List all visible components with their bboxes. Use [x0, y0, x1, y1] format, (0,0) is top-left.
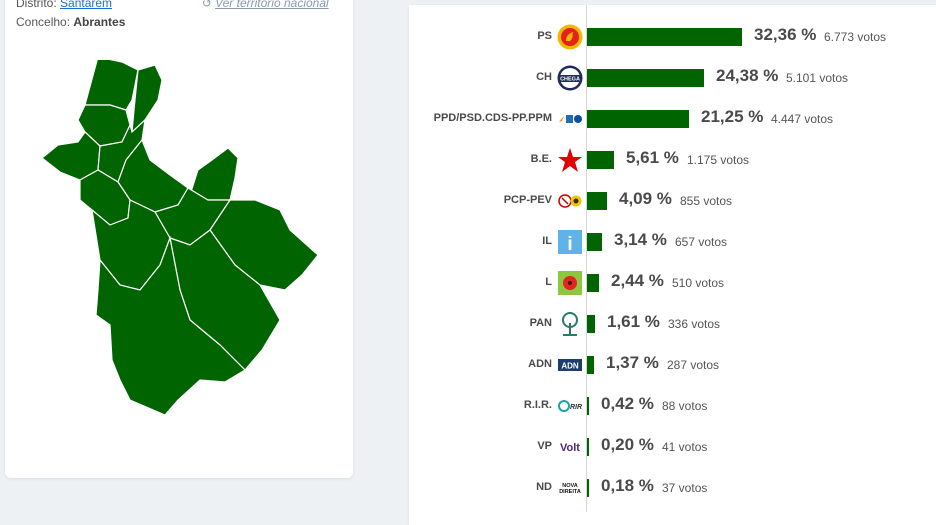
- result-row[interactable]: R.I.R. RIR 0,42 % 88 votos: [410, 391, 936, 421]
- distrito-line: Distrito: Santarém: [16, 0, 112, 10]
- result-row[interactable]: PAN 1,61 % 336 votos: [410, 309, 936, 339]
- svg-text:i: i: [567, 234, 572, 255]
- il-icon: i: [557, 229, 583, 255]
- result-votes: 41 votos: [662, 440, 708, 454]
- undo-arrow-icon: ↺: [202, 0, 213, 10]
- result-votes: 1.175 votos: [687, 153, 750, 167]
- result-row[interactable]: PS 32,36 % 6.773 votos: [410, 22, 936, 52]
- pan-tree-icon: [557, 311, 583, 337]
- result-bar: [587, 28, 742, 46]
- result-bar: [587, 438, 589, 456]
- result-bar: [587, 315, 595, 333]
- nova-direita-icon: NOVA DIREITA: [557, 475, 583, 501]
- concelho-line: Concelho: Abrantes: [16, 15, 125, 29]
- result-percentage: 5,61 %: [626, 148, 679, 167]
- svg-text:RIR: RIR: [570, 404, 582, 411]
- result-votes: 510 votos: [672, 276, 725, 290]
- cdu-hammer-sickle-sunflower-icon: [557, 188, 583, 214]
- result-percentage: 0,18 %: [601, 476, 654, 495]
- result-votes: 5.101 votos: [786, 71, 849, 85]
- svg-text:Volt: Volt: [560, 442, 580, 454]
- be-star-icon: [557, 147, 583, 173]
- result-row[interactable]: B.E. 5,61 % 1.175 votos: [410, 145, 936, 175]
- result-bar: [587, 274, 599, 292]
- result-votes: 336 votos: [668, 317, 721, 331]
- party-name: ND: [536, 481, 552, 493]
- result-row[interactable]: ADN ADN 1,37 % 287 votos: [410, 350, 936, 380]
- livre-poppy-icon: [557, 270, 583, 296]
- result-row[interactable]: IL i 3,14 % 657 votos: [410, 227, 936, 257]
- result-bar: [587, 233, 602, 251]
- party-name: PPD/PSD.CDS-PP.PPM: [433, 112, 552, 124]
- volt-icon: Volt: [557, 434, 583, 460]
- distrito-label: Distrito:: [16, 0, 57, 10]
- result-votes: 657 votos: [675, 235, 728, 249]
- map-parish[interactable]: [41, 131, 101, 181]
- result-bar: [587, 356, 594, 374]
- result-votes: 37 votos: [662, 481, 708, 495]
- result-row[interactable]: PCP-PEV 4,09 % 855 votos: [410, 186, 936, 216]
- result-row[interactable]: PPD/PSD.CDS-PP.PPM 21,25 % 4.447 votos: [410, 104, 936, 134]
- result-votes: 4.447 votos: [771, 112, 834, 126]
- result-bar: [587, 479, 589, 497]
- party-name: ADN: [528, 358, 552, 370]
- result-percentage: 1,61 %: [607, 312, 660, 331]
- party-name: L: [545, 276, 552, 288]
- concelho-label: Concelho:: [16, 15, 71, 29]
- result-percentage: 21,25 %: [701, 107, 764, 126]
- result-bar: [587, 397, 589, 415]
- result-percentage: 2,44 %: [611, 271, 664, 290]
- ad-coalition-icon: [557, 106, 583, 132]
- party-name: IL: [542, 235, 552, 247]
- result-row[interactable]: L 2,44 % 510 votos: [410, 268, 936, 298]
- svg-text:CHEGA: CHEGA: [560, 77, 580, 83]
- rir-icon: RIR: [557, 393, 583, 419]
- result-bar: [587, 151, 614, 169]
- result-votes: 88 votos: [662, 399, 708, 413]
- result-votes: 855 votos: [680, 194, 733, 208]
- svg-text:DIREITA: DIREITA: [559, 489, 581, 495]
- result-votes: 287 votos: [667, 358, 720, 372]
- concelho-value: Abrantes: [73, 15, 126, 29]
- result-votes: 6.773 votos: [824, 30, 887, 44]
- results-card: [409, 5, 936, 525]
- ps-fist-rose-icon: [557, 24, 583, 50]
- result-percentage: 0,42 %: [601, 394, 654, 413]
- result-row[interactable]: VP Volt 0,20 % 41 votos: [410, 432, 936, 462]
- result-percentage: 32,36 %: [754, 25, 817, 44]
- result-bar: [587, 192, 607, 210]
- result-bar: [587, 69, 704, 87]
- party-name: R.I.R.: [523, 399, 552, 411]
- svg-text:ADN: ADN: [561, 362, 579, 371]
- adn-icon: ADN: [557, 352, 583, 378]
- map-parish[interactable]: [189, 147, 239, 201]
- party-name: CH: [536, 71, 552, 83]
- result-percentage: 0,20 %: [601, 435, 654, 454]
- party-name: PAN: [529, 317, 552, 329]
- chega-icon: CHEGA: [557, 65, 583, 91]
- result-percentage: 3,14 %: [614, 230, 667, 249]
- map-parish[interactable]: [131, 64, 163, 134]
- party-name: VP: [537, 440, 552, 452]
- map-parish[interactable]: [95, 235, 246, 416]
- result-percentage: 1,37 %: [606, 353, 659, 372]
- svg-text:NOVA: NOVA: [562, 483, 578, 489]
- result-row[interactable]: ND NOVA DIREITA 0,18 % 37 votos: [410, 473, 936, 503]
- party-name: B.E.: [530, 153, 552, 165]
- result-percentage: 4,09 %: [619, 189, 672, 208]
- municipality-map: [41, 60, 319, 416]
- map-parish[interactable]: [84, 60, 139, 111]
- party-name: PS: [537, 30, 552, 42]
- back-link-label: Ver território nacional: [215, 0, 329, 10]
- back-to-national-link[interactable]: ↺ Ver território nacional: [202, 0, 329, 10]
- result-bar: [587, 110, 689, 128]
- result-row[interactable]: CH CHEGA 24,38 % 5.101 votos: [410, 63, 936, 93]
- result-percentage: 24,38 %: [716, 66, 779, 85]
- party-name: PCP-PEV: [503, 194, 552, 206]
- chart-axis-line: [586, 5, 587, 512]
- distrito-link[interactable]: Santarém: [60, 0, 113, 10]
